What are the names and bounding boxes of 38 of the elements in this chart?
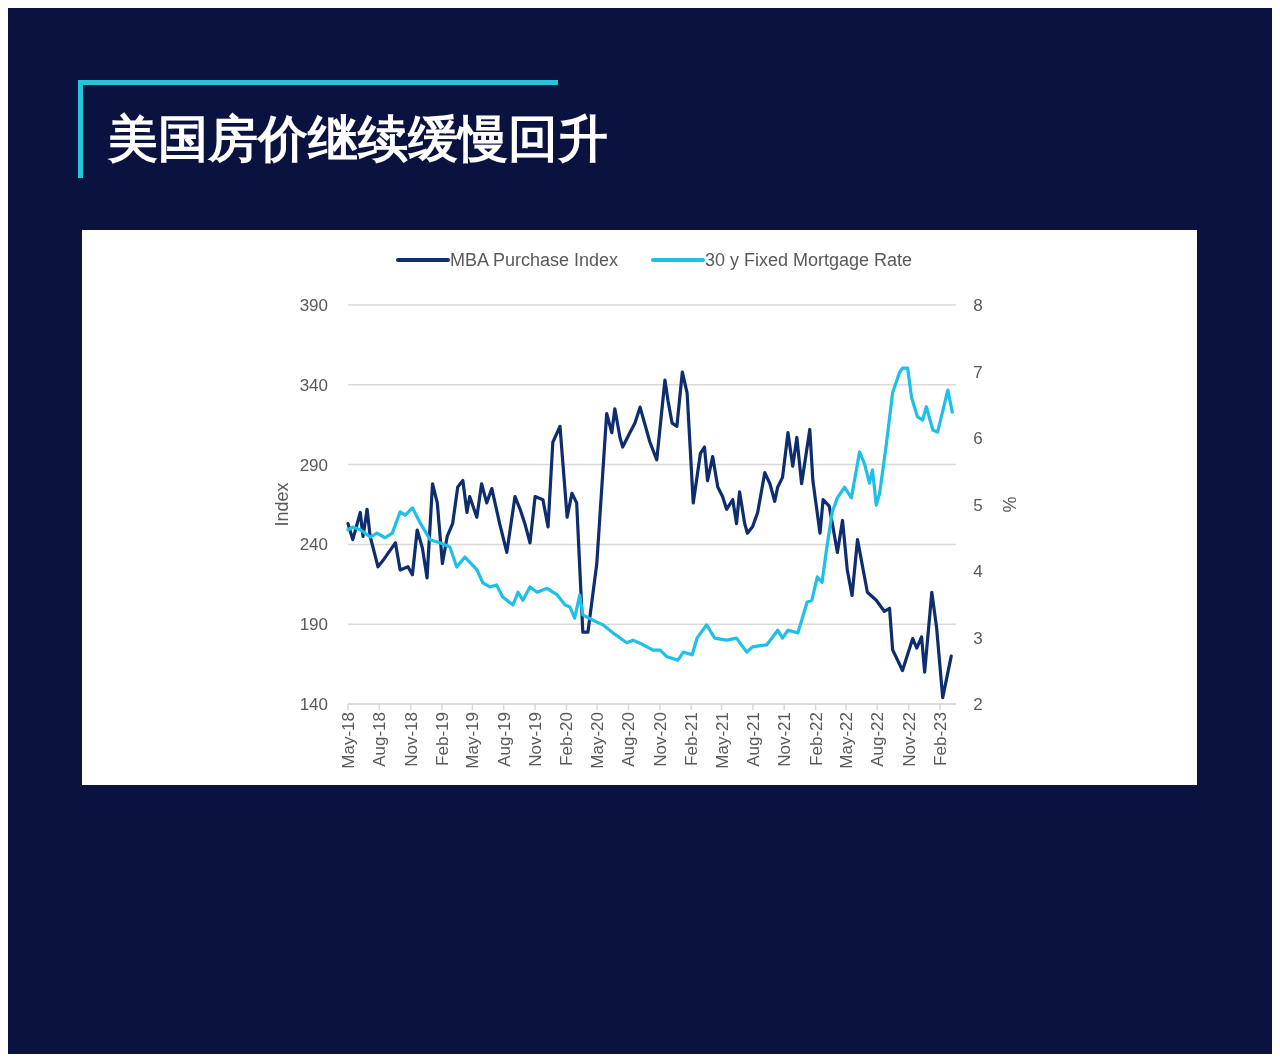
x-tick-label: Feb-21 (682, 712, 702, 766)
y2-tick-label: 6 (973, 429, 983, 448)
y-tick-label: 190 (299, 615, 328, 635)
chart-title: 美国房价继续缓慢回升 (107, 110, 608, 168)
x-tick-label: May-21 (712, 712, 732, 769)
x-tick-label: Nov-22 (899, 712, 919, 767)
y2-axis-title: % (999, 496, 1019, 513)
y2-tick-label: 2 (973, 695, 983, 714)
y-tick-label: 240 (299, 535, 328, 555)
x-tick-label: Feb-19 (433, 712, 453, 766)
legend-label: 30 y Fixed Mortgage Rate (705, 250, 913, 270)
legend-label: MBA Purchase Index (450, 250, 619, 270)
x-tick-label: Aug-19 (494, 712, 514, 767)
y-tick-label: 390 (299, 296, 328, 315)
y-tick-label: 290 (299, 455, 328, 475)
y2-tick-label: 5 (973, 495, 983, 515)
x-tick-label: May-22 (836, 712, 856, 769)
y2-tick-label: 7 (973, 362, 983, 382)
y-axis-title: Index (272, 482, 292, 527)
x-tick-label: Aug-18 (370, 712, 390, 767)
y-tick-label: 140 (299, 695, 328, 714)
x-tick-label: May-20 (588, 712, 608, 769)
x-tick-label: Feb-20 (557, 712, 577, 766)
y-tick-label: 340 (299, 375, 328, 395)
x-tick-label: Nov-21 (775, 712, 795, 767)
x-tick-label: Nov-19 (526, 712, 546, 767)
x-tick-label: May-19 (463, 712, 483, 769)
x-tick-label: May-18 (339, 712, 358, 769)
y2-tick-label: 3 (973, 628, 983, 648)
y2-tick-label: 8 (973, 296, 983, 315)
x-tick-label: Nov-18 (401, 712, 421, 767)
x-tick-label: Aug-22 (868, 712, 888, 767)
x-tick-label: Aug-21 (743, 712, 763, 767)
x-tick-label: Feb-23 (930, 712, 950, 766)
y2-tick-label: 4 (973, 562, 983, 581)
x-tick-label: Nov-20 (650, 712, 670, 767)
x-tick-label: Aug-20 (619, 712, 639, 767)
x-tick-label: Feb-22 (806, 712, 826, 766)
